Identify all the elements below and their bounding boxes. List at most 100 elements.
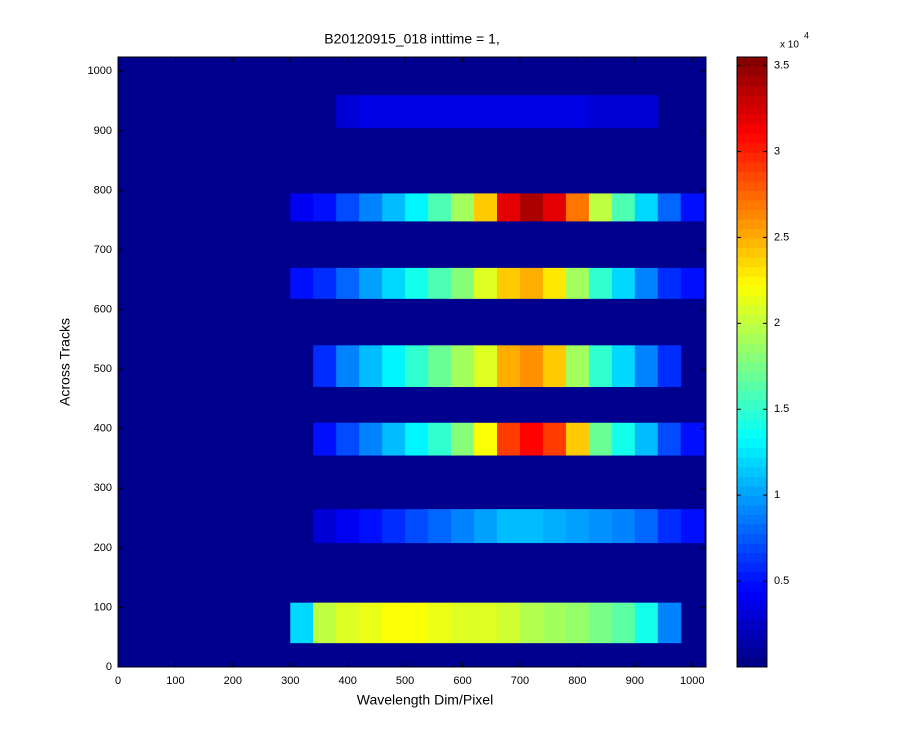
heatmap-cell — [519, 345, 544, 388]
x-tick-label: 0 — [115, 675, 121, 687]
colorbar-swatch — [737, 409, 767, 420]
heatmap-cell — [451, 345, 475, 388]
colorbar-swatch — [737, 466, 767, 477]
colorbar-swatch — [737, 647, 767, 658]
colorbar-swatch — [737, 295, 767, 306]
heatmap-cell — [474, 422, 498, 456]
heatmap-cell — [474, 193, 498, 222]
colorbar-swatch — [737, 562, 767, 573]
y-axis-label: Across Tracks — [57, 318, 73, 406]
heatmap-cell — [565, 509, 590, 544]
colorbar-swatch — [737, 524, 767, 535]
colorbar — [736, 56, 768, 668]
colorbar-tick-label: 3 — [774, 145, 780, 157]
colorbar-swatch — [737, 238, 767, 249]
colorbar-swatch — [737, 600, 767, 611]
heatmap-cell — [657, 602, 682, 644]
colorbar-swatch — [737, 95, 767, 106]
colorbar-swatch — [737, 161, 767, 172]
heatmap-cell — [313, 345, 337, 388]
heatmap-cell — [428, 95, 452, 128]
heatmap-cell — [588, 345, 613, 388]
colorbar-swatch — [737, 533, 767, 544]
heatmap-cell — [680, 267, 705, 299]
heatmap-cell — [634, 95, 659, 128]
colorbar-tick-label: 3.5 — [774, 59, 789, 71]
heatmap-cell — [611, 345, 636, 388]
heatmap-cell — [496, 602, 521, 644]
heatmap-cell — [496, 422, 521, 456]
y-tick-label: 300 — [94, 482, 112, 494]
heatmap-cell — [336, 267, 360, 299]
heatmap-cell — [496, 95, 521, 128]
heatmap-cell — [428, 267, 452, 299]
colorbar-swatch — [737, 352, 767, 363]
colorbar-frame — [736, 56, 768, 668]
colorbar-swatch — [737, 381, 767, 392]
colorbar-swatch — [737, 581, 767, 592]
heatmap-cell — [588, 267, 613, 299]
colorbar-swatch — [737, 390, 767, 401]
colorbar-swatch — [737, 552, 767, 563]
colorbar-swatch — [737, 304, 767, 315]
heatmap-cell — [405, 95, 429, 128]
y-tick-label: 400 — [94, 423, 112, 435]
colorbar-swatch — [737, 209, 767, 220]
heatmap-cell — [451, 267, 475, 299]
heatmap-cell — [405, 509, 429, 544]
x-tick-label: 600 — [453, 675, 471, 687]
heatmap-cell — [657, 345, 682, 388]
heatmap-cell — [336, 345, 360, 388]
colorbar-swatch — [737, 314, 767, 325]
heatmap-cell — [519, 193, 544, 222]
heatmap-cell — [680, 509, 705, 544]
heatmap-cell — [382, 509, 406, 544]
heatmap-cell — [405, 422, 429, 456]
y-tick-label: 800 — [94, 184, 112, 196]
heatmap-cell — [428, 602, 452, 644]
heatmap-cell — [405, 602, 429, 644]
colorbar-swatch — [737, 152, 767, 163]
heatmap-cell — [359, 345, 383, 388]
x-tick-label: 200 — [224, 675, 242, 687]
colorbar-swatch — [737, 180, 767, 191]
heatmap-cell — [611, 509, 636, 544]
heatmap-cell — [382, 345, 406, 388]
colorbar-swatch — [737, 171, 767, 182]
heatmap-cell — [519, 95, 544, 128]
heatmap-cell — [336, 95, 360, 128]
colorbar-exponent: 4 — [804, 30, 809, 40]
heatmap-cell — [565, 267, 590, 299]
y-tick-label: 100 — [94, 601, 112, 613]
colorbar-swatch — [737, 362, 767, 373]
x-tick-label: 400 — [339, 675, 357, 687]
heatmap-cell — [336, 193, 360, 222]
heatmap-cell — [542, 345, 567, 388]
colorbar-swatch — [737, 285, 767, 296]
colorbar-swatch — [737, 133, 767, 144]
heatmap-cell — [588, 602, 613, 644]
heatmap-cell — [336, 509, 360, 544]
x-tick-label: 700 — [511, 675, 529, 687]
colorbar-swatch — [737, 66, 767, 77]
colorbar-swatch — [737, 57, 767, 68]
heatmap-cell — [657, 509, 682, 544]
colorbar-swatch — [737, 419, 767, 430]
heatmap-cell — [290, 193, 314, 222]
colorbar-swatch — [737, 257, 767, 268]
colorbar-swatch — [737, 514, 767, 525]
colorbar-swatch — [737, 342, 767, 353]
y-tick-label: 0 — [106, 661, 112, 673]
heatmap-cell — [611, 422, 636, 456]
heatmap-cell — [519, 602, 544, 644]
heatmap-cell — [382, 267, 406, 299]
heatmap-cell — [359, 95, 383, 128]
heatmap-cell — [657, 193, 682, 222]
heatmap-cell — [542, 95, 567, 128]
heatmap-cell — [496, 509, 521, 544]
heatmap-cell — [428, 422, 452, 456]
colorbar-swatch — [737, 657, 767, 668]
colorbar-swatch — [737, 571, 767, 582]
heatmap-cell — [474, 95, 498, 128]
heatmap-cell — [657, 422, 682, 456]
